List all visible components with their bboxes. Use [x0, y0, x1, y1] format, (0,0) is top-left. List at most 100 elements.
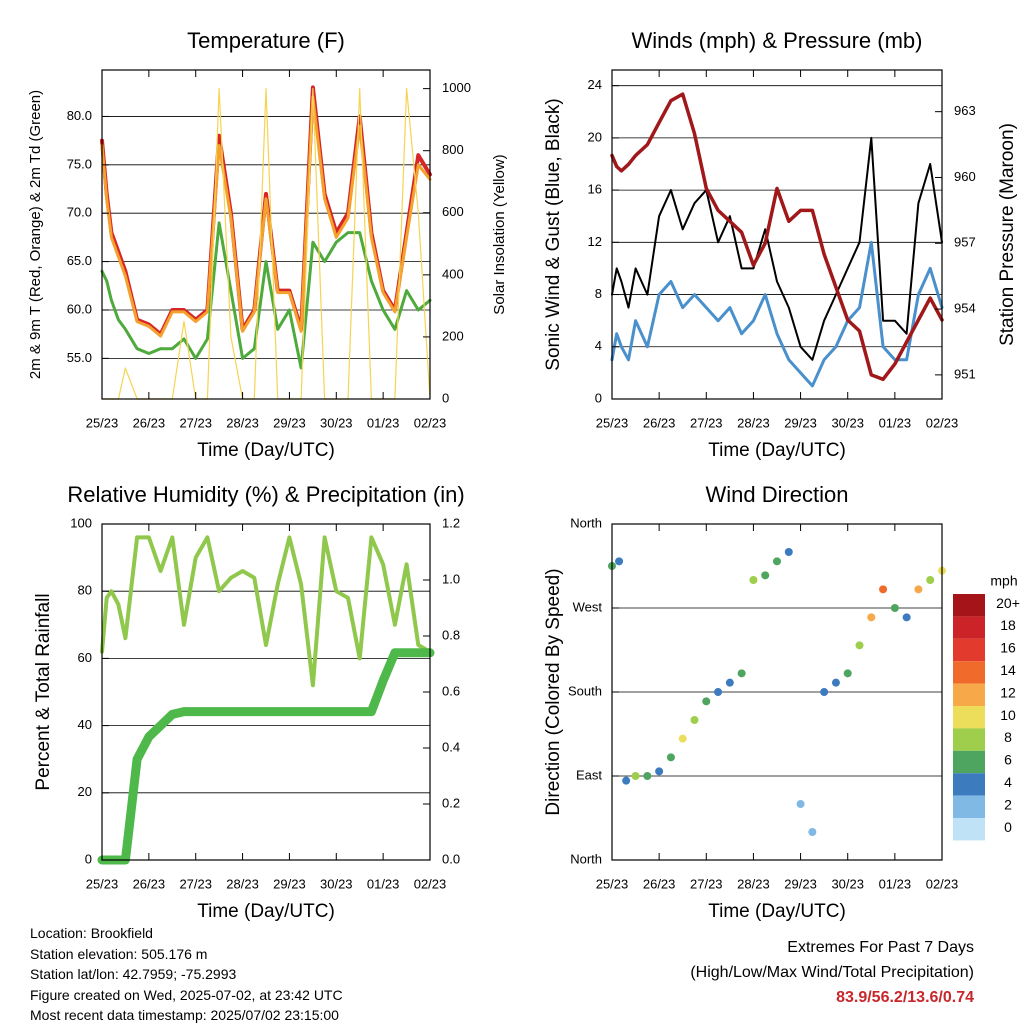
direction-x-tick-label: 27/23: [690, 876, 723, 891]
latlon-text: Station lat/lon: 42.7959; -75.2993: [30, 966, 237, 982]
humidity-title: Relative Humidity (%) & Precipitation (i…: [67, 482, 464, 507]
direction-point: [890, 604, 899, 612]
humidity-y-tick-label: 60: [78, 650, 92, 665]
direction-legend-title: mph: [990, 573, 1017, 589]
temperature-x-tick-label: 25/23: [86, 415, 119, 430]
humidity-y-tick-label: 100: [70, 515, 92, 530]
winds-y-tick-label: 0: [595, 390, 602, 405]
temperature-y-tick-label: 55.0: [67, 350, 92, 365]
direction-point: [737, 669, 746, 678]
temperature-y-tick-label: 80.0: [67, 108, 92, 123]
direction-legend-swatch: [953, 661, 985, 684]
direction-legend-label: 20+: [996, 595, 1020, 611]
recent-timestamp-text: Most recent data timestamp: 2025/07/02 2…: [30, 1007, 339, 1023]
winds-x-label: Time (Day/UTC): [708, 440, 846, 461]
direction-y-tick-label: North: [570, 851, 602, 866]
temperature-y-right-label: Solar Insolation (Yellow): [491, 154, 508, 314]
temperature-series-9m-t: [100, 95, 432, 338]
direction-point: [714, 688, 723, 696]
temperature-x-tick-label: 02/23: [414, 415, 447, 430]
temperature-title: Temperature (F): [187, 28, 345, 53]
direction-legend-label: 16: [1000, 640, 1016, 656]
direction-legend-label: 4: [1004, 774, 1012, 790]
humidity-x-tick-label: 28/23: [226, 876, 259, 891]
direction-legend-swatch: [953, 773, 985, 796]
temperature-y-right-tick-label: 0: [442, 390, 449, 405]
direction-legend-swatch: [953, 616, 985, 639]
direction-point: [643, 772, 652, 780]
humidity-x-label: Time (Day/UTC): [197, 901, 335, 922]
winds-y-tick-label: 4: [595, 338, 602, 353]
temperature-frame: [101, 69, 431, 400]
direction-x-tick-label: 29/23: [784, 876, 817, 891]
direction-point: [678, 734, 687, 743]
direction-point: [820, 688, 829, 696]
humidity-y-tick-label: 0: [85, 851, 92, 866]
winds-series-station-pressure: [610, 92, 944, 382]
winds-y-right-label: Station Pressure (Maroon): [997, 123, 1018, 346]
winds-x-tick-label: 27/23: [690, 415, 723, 430]
direction-x-tick-label: 25/23: [596, 876, 629, 891]
temperature-x-tick-label: 26/23: [133, 415, 166, 430]
direction-point: [622, 776, 631, 785]
winds-y-tick-label: 24: [588, 77, 602, 92]
humidity-y-right-tick-label: 0.4: [442, 739, 460, 754]
temperature-y-right-tick-label: 1000: [442, 80, 471, 95]
direction-y-tick-label: South: [568, 683, 602, 698]
direction-legend-swatch: [953, 594, 985, 617]
extremes-title: Extremes For Past 7 Days: [787, 939, 974, 956]
direction-x-label: Time (Day/UTC): [708, 901, 846, 922]
winds-x-tick-label: 01/23: [879, 415, 912, 430]
direction-point: [902, 613, 911, 622]
humidity-series-relative-humidity: [100, 535, 432, 688]
temperature-x-tick-label: 28/23: [226, 415, 259, 430]
winds-y-tick-label: 20: [588, 129, 602, 144]
direction-point: [879, 585, 888, 594]
temperature-x-tick-label: 01/23: [367, 415, 400, 430]
direction-legend-swatch: [953, 706, 985, 729]
direction-point: [725, 678, 734, 687]
humidity-x-tick-label: 25/23: [86, 876, 119, 891]
direction-point: [655, 767, 664, 776]
direction-x-tick-label: 30/23: [831, 876, 864, 891]
direction-point: [808, 828, 817, 836]
humidity-x-tick-label: 02/23: [414, 876, 447, 891]
winds-y-right-tick-label: 963: [954, 103, 976, 118]
direction-point: [796, 800, 805, 808]
humidity-x-tick-label: 01/23: [367, 876, 400, 891]
humidity-y-right-tick-label: 0.0: [442, 851, 460, 866]
humidity-series-total-rainfall: [97, 648, 435, 865]
winds-y-right-tick-label: 957: [954, 235, 976, 250]
direction-x-tick-label: 01/23: [879, 876, 912, 891]
winds-x-tick-label: 29/23: [784, 415, 817, 430]
direction-legend-label: 12: [1000, 684, 1016, 700]
winds-y-label: Sonic Wind & Gust (Blue, Black): [543, 98, 564, 370]
direction-y-tick-label: North: [570, 515, 602, 530]
temperature-x-tick-label: 30/23: [320, 415, 353, 430]
direction-y-label: Direction (Colored By Speed): [543, 568, 564, 815]
temperature-y-right-tick-label: 800: [442, 142, 464, 157]
humidity-y-right-tick-label: 0.2: [442, 795, 460, 810]
direction-x-tick-label: 02/23: [926, 876, 959, 891]
direction-legend-swatch: [953, 795, 985, 818]
direction-legend-swatch: [953, 750, 985, 774]
winds-y-tick-label: 8: [595, 286, 602, 301]
temperature-y-right-tick-label: 200: [442, 328, 464, 343]
direction-legend-swatch: [953, 638, 985, 662]
temperature-series-2m-td: [100, 221, 432, 370]
temperature-y-right-tick-label: 600: [442, 204, 464, 219]
direction-point: [631, 772, 640, 780]
direction-legend-label: 6: [1004, 752, 1012, 768]
direction-point: [690, 716, 699, 724]
winds-y-right-tick-label: 954: [954, 301, 976, 316]
direction-point: [867, 613, 876, 622]
direction-point: [926, 576, 935, 584]
winds-frame: [611, 69, 943, 400]
humidity-y-tick-label: 20: [78, 784, 92, 799]
direction-legend-swatch: [953, 818, 985, 841]
humidity-x-tick-label: 30/23: [320, 876, 353, 891]
winds-x-tick-label: 25/23: [596, 415, 629, 430]
direction-point: [914, 585, 923, 594]
direction-legend-label: 10: [1000, 707, 1016, 723]
